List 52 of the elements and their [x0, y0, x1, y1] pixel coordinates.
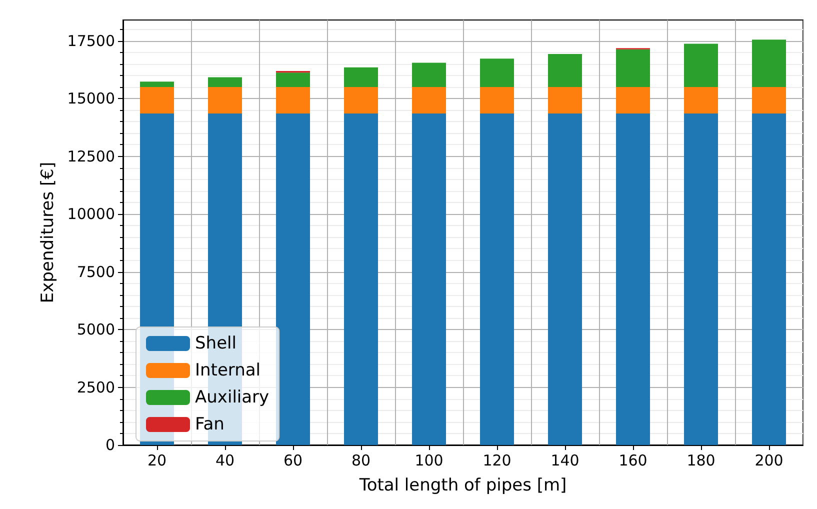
bar	[344, 114, 378, 445]
x-tick-label: 200	[754, 452, 784, 470]
legend-label: Internal	[195, 360, 261, 380]
y-tick-label: 2500	[76, 378, 115, 396]
x-tick-label: 20	[147, 452, 167, 470]
y-tick-label: 7500	[76, 262, 115, 281]
y-tick-label: 17500	[67, 32, 115, 50]
y-tick-label: 12500	[67, 147, 115, 166]
bar	[344, 67, 378, 87]
bar	[412, 114, 446, 445]
bar	[276, 114, 310, 445]
bar	[684, 44, 718, 87]
y-tick-label: 0	[105, 436, 115, 454]
bar	[548, 86, 582, 114]
x-tick-label: 120	[482, 452, 512, 470]
legend-label: Auxiliary	[195, 388, 270, 408]
x-tick-label: 80	[351, 452, 371, 470]
legend-label: Shell	[195, 334, 236, 354]
bar	[752, 40, 786, 87]
bar	[208, 77, 242, 87]
bar	[276, 72, 310, 87]
bar	[752, 114, 786, 445]
bar	[548, 114, 582, 445]
y-tick-label: 15000	[67, 90, 115, 108]
bar	[616, 86, 650, 114]
y-tick-label: 10000	[67, 205, 115, 224]
x-tick-label: 140	[550, 452, 580, 470]
legend-label: Fan	[195, 414, 224, 434]
bar	[344, 86, 378, 114]
x-tick-label: 160	[618, 452, 648, 470]
bar	[480, 86, 514, 114]
y-axis-title: Expenditures [€]	[38, 162, 58, 304]
bar	[480, 58, 514, 87]
x-tick-label: 100	[414, 452, 444, 470]
y-tick-label: 5000	[76, 320, 115, 339]
bar	[140, 82, 174, 87]
x-axis-title: Total length of pipes [m]	[358, 476, 567, 496]
x-tick-label: 180	[686, 452, 716, 470]
bar	[684, 114, 718, 445]
bar	[276, 86, 310, 114]
bar	[208, 86, 242, 114]
bar	[684, 86, 718, 114]
bar	[412, 86, 446, 114]
x-tick-label: 40	[215, 452, 235, 470]
x-tick-label: 60	[283, 452, 303, 470]
bar	[752, 86, 786, 114]
bar	[412, 62, 446, 87]
bar	[548, 54, 582, 87]
bar	[616, 49, 650, 87]
bar	[140, 86, 174, 114]
bar	[616, 114, 650, 445]
bar	[480, 114, 514, 445]
